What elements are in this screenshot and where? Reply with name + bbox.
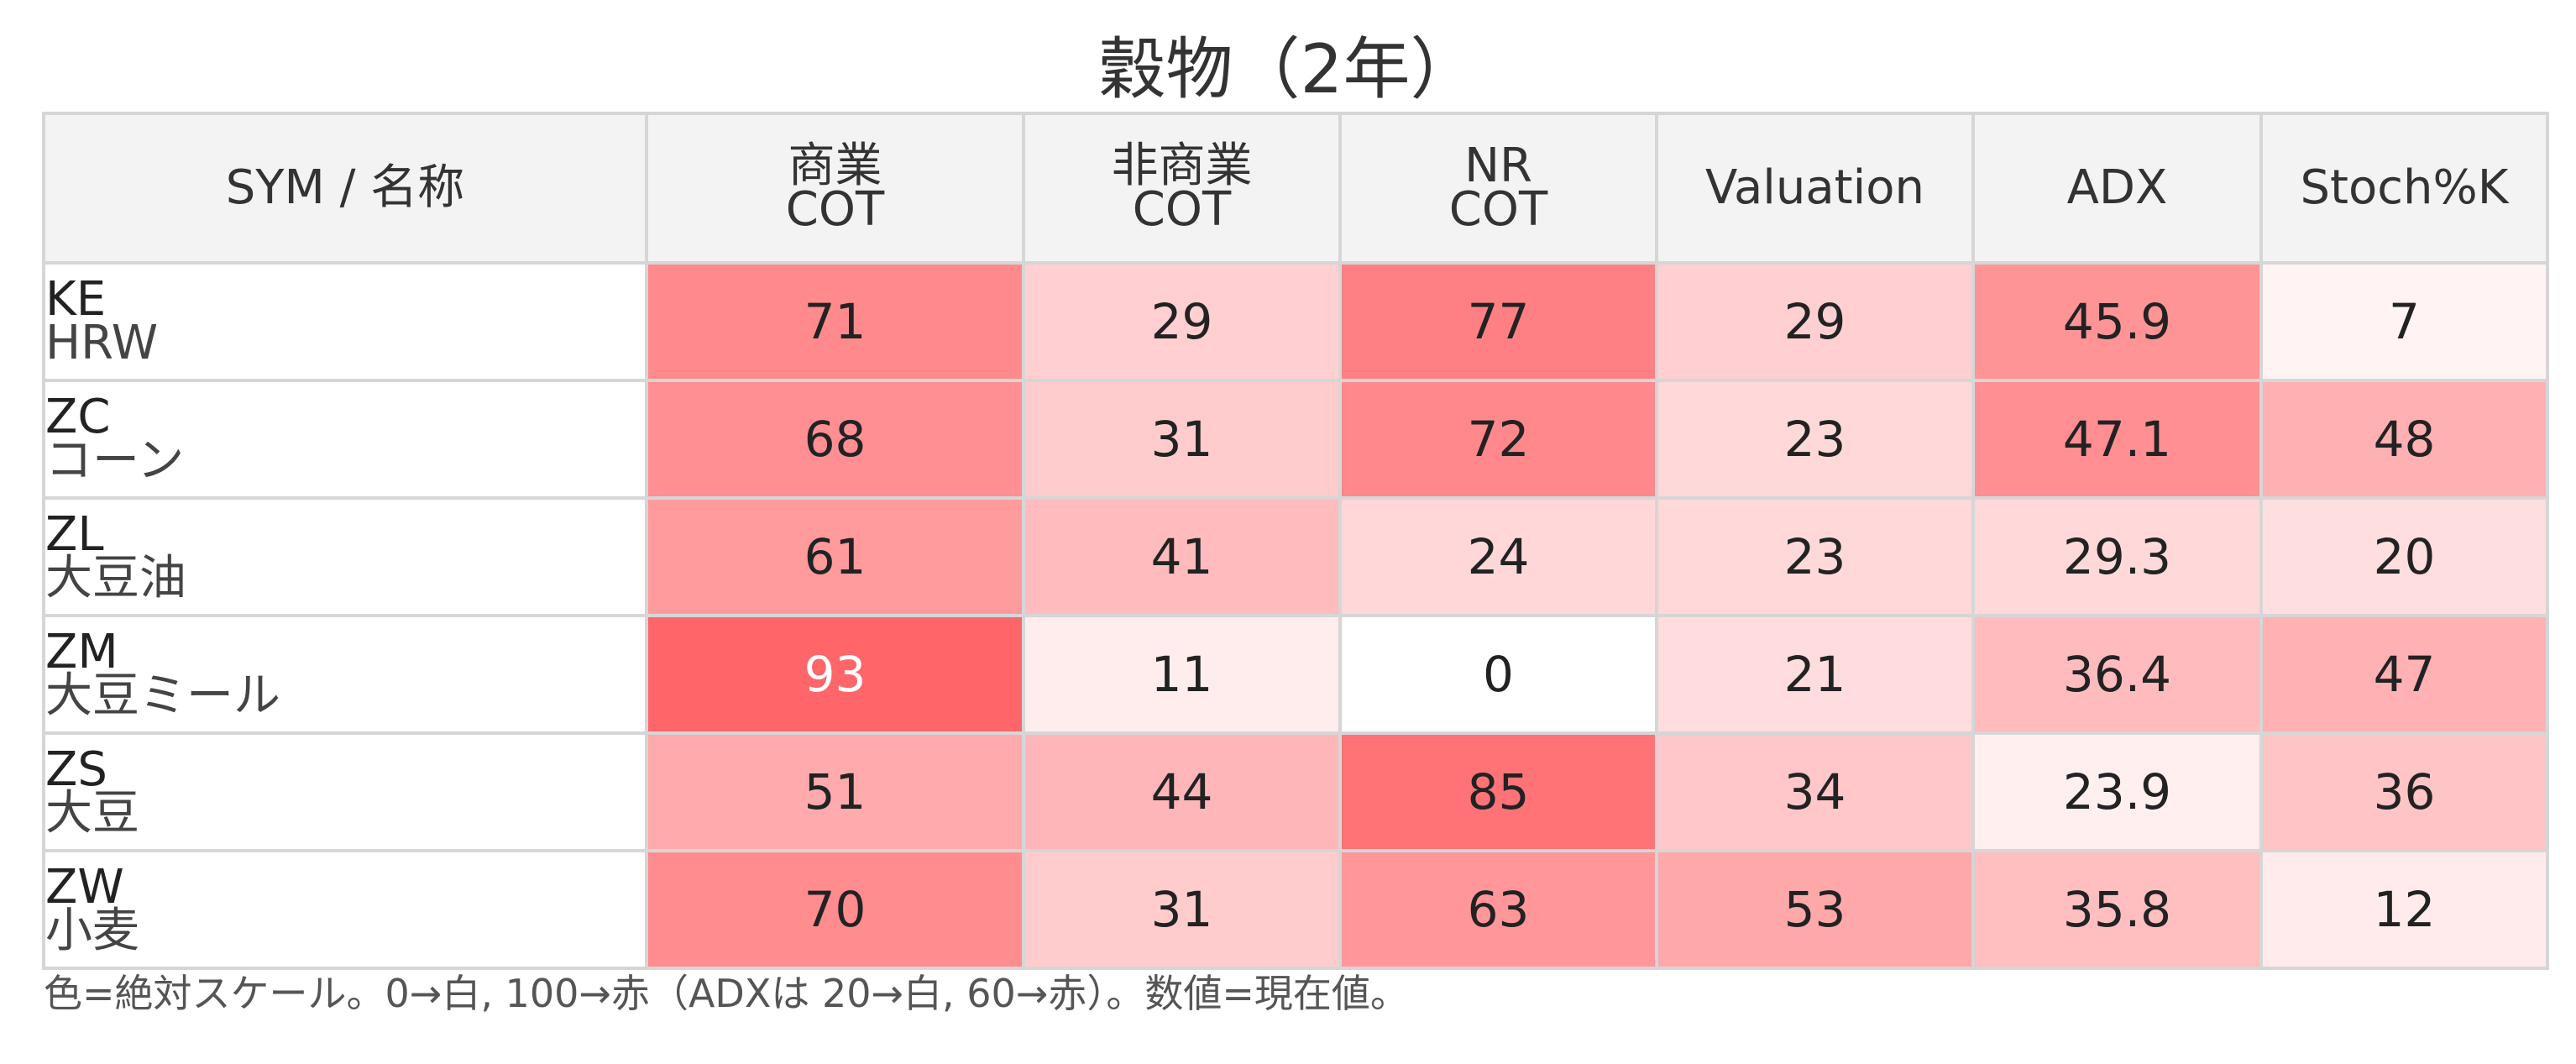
heat-cell-noncommercial-cot: 11 — [1022, 614, 1342, 735]
heat-cell-valuation: 21 — [1655, 614, 1975, 735]
heat-cell-stoch-k: 47 — [2259, 614, 2549, 735]
heat-cell-nr-cot: 24 — [1338, 496, 1658, 617]
heat-cell-nr-cot: 72 — [1338, 379, 1658, 500]
header-line: COT — [1132, 182, 1232, 237]
header-line: Stoch%K — [2300, 160, 2509, 215]
header-line: NR — [1464, 139, 1532, 193]
header-line: ADX — [2066, 160, 2168, 215]
header-line: 商業 — [788, 139, 882, 193]
row-symbol: ZC — [45, 390, 111, 444]
header-nr-cot: NR COT — [1338, 112, 1658, 265]
row-name: 大豆 — [45, 786, 139, 841]
heat-cell-noncommercial-cot: 29 — [1022, 261, 1342, 382]
heat-cell-commercial-cot: 68 — [645, 379, 1025, 500]
header-valuation: Valuation — [1655, 112, 1975, 265]
chart-title: 穀物（2年） — [1098, 30, 1478, 108]
heat-cell-adx: 36.4 — [1971, 614, 2263, 735]
row-name: 大豆ミール — [45, 668, 280, 723]
row-label: ZC コーン — [42, 379, 648, 500]
header-line: Valuation — [1705, 160, 1924, 215]
row-label: ZM 大豆ミール — [42, 614, 648, 735]
table-row: ZC コーン 68 31 72 23 47.1 48 — [42, 379, 2549, 500]
row-name: 小麦 — [45, 904, 139, 958]
heatmap-table: SYM / 名称 商業 COT 非商業 COT NR COT Valuation… — [42, 112, 2549, 970]
header-commercial-cot: 商業 COT — [645, 112, 1025, 265]
header-line: 非商業 — [1111, 139, 1253, 193]
row-name: HRW — [45, 316, 159, 370]
heat-cell-commercial-cot: 70 — [645, 849, 1025, 970]
header-line: COT — [1448, 182, 1548, 237]
heat-cell-valuation: 53 — [1655, 849, 1975, 970]
row-label: ZL 大豆油 — [42, 496, 648, 617]
heat-cell-stoch-k: 7 — [2259, 261, 2549, 382]
heat-cell-commercial-cot: 61 — [645, 496, 1025, 617]
heat-cell-commercial-cot: 51 — [645, 731, 1025, 852]
heat-cell-nr-cot: 85 — [1338, 731, 1658, 852]
row-label: ZW 小麦 — [42, 849, 648, 970]
table-row: ZL 大豆油 61 41 24 23 29.3 20 — [42, 496, 2549, 617]
heat-cell-commercial-cot: 71 — [645, 261, 1025, 382]
header-sym-name: SYM / 名称 — [42, 112, 648, 265]
row-label: ZS 大豆 — [42, 731, 648, 852]
heat-cell-nr-cot: 63 — [1338, 849, 1658, 970]
heat-cell-adx: 23.9 — [1971, 731, 2263, 852]
header-line: COT — [785, 182, 885, 237]
heat-cell-valuation: 34 — [1655, 731, 1975, 852]
heat-cell-noncommercial-cot: 41 — [1022, 496, 1342, 617]
heat-cell-adx: 45.9 — [1971, 261, 2263, 382]
heat-cell-stoch-k: 12 — [2259, 849, 2549, 970]
heat-cell-commercial-cot: 93 — [645, 614, 1025, 735]
row-symbol: ZS — [45, 742, 107, 797]
heat-cell-adx: 35.8 — [1971, 849, 2263, 970]
table-row: ZW 小麦 70 31 63 53 35.8 12 — [42, 849, 2549, 970]
heat-cell-noncommercial-cot: 44 — [1022, 731, 1342, 852]
heat-cell-noncommercial-cot: 31 — [1022, 849, 1342, 970]
heat-cell-nr-cot: 0 — [1338, 614, 1658, 735]
row-name: 大豆油 — [45, 551, 186, 605]
heat-cell-valuation: 23 — [1655, 379, 1975, 500]
heat-cell-stoch-k: 20 — [2259, 496, 2549, 617]
row-symbol: KE — [45, 272, 107, 327]
heat-cell-adx: 47.1 — [1971, 379, 2263, 500]
table-row: KE HRW 71 29 77 29 45.9 7 — [42, 261, 2549, 382]
header-row: SYM / 名称 商業 COT 非商業 COT NR COT Valuation… — [42, 112, 2549, 265]
heat-cell-valuation: 29 — [1655, 261, 1975, 382]
color-scale-note: 色=絶対スケール。0→白, 100→赤（ADXは 20→白, 60→赤）。数値=… — [44, 971, 1409, 1016]
heat-cell-noncommercial-cot: 31 — [1022, 379, 1342, 500]
table-row: ZM 大豆ミール 93 11 0 21 36.4 47 — [42, 614, 2549, 735]
row-symbol: ZL — [45, 507, 104, 562]
heat-cell-adx: 29.3 — [1971, 496, 2263, 617]
header-stoch-k: Stoch%K — [2259, 112, 2549, 265]
table-row: ZS 大豆 51 44 85 34 23.9 36 — [42, 731, 2549, 852]
header-adx: ADX — [1971, 112, 2263, 265]
row-symbol: ZW — [45, 860, 124, 915]
heat-cell-stoch-k: 36 — [2259, 731, 2549, 852]
row-label: KE HRW — [42, 261, 648, 382]
row-symbol: ZM — [45, 625, 118, 679]
heat-cell-valuation: 23 — [1655, 496, 1975, 617]
header-noncommercial-cot: 非商業 COT — [1022, 112, 1342, 265]
heat-cell-stoch-k: 48 — [2259, 379, 2549, 500]
heat-cell-nr-cot: 77 — [1338, 261, 1658, 382]
row-name: コーン — [45, 433, 185, 488]
